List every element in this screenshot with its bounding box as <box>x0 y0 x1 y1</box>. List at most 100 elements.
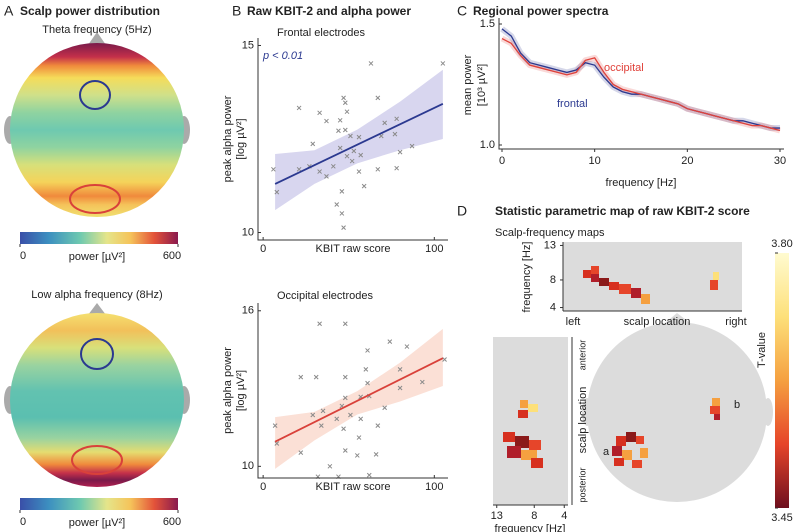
scatter-point <box>394 165 400 171</box>
y-axis-label: peak alpha power <box>222 95 234 182</box>
scatter-point <box>341 225 346 231</box>
scatter-point <box>334 416 340 422</box>
scatter-point <box>366 472 372 478</box>
y-axis-label: scalp location <box>577 387 589 454</box>
y-tick-label: 10 <box>242 226 254 238</box>
scatter-point <box>324 174 329 179</box>
x-tick-label: 0 <box>260 481 266 493</box>
scatter-point <box>349 158 355 164</box>
scatter-point <box>310 141 316 147</box>
scatter-point <box>373 452 379 457</box>
scatter-point <box>342 321 348 327</box>
scatter-point <box>334 202 340 207</box>
x-tick-label: 20 <box>681 155 693 167</box>
map-title: Theta frequency (5Hz) <box>42 24 151 36</box>
scatter-point <box>356 134 362 140</box>
topomap-alpha <box>4 303 190 510</box>
scatter-point <box>272 423 278 428</box>
x-end-label: right <box>725 316 746 328</box>
scatter-point <box>317 321 322 327</box>
scatter-point <box>344 153 350 159</box>
confidence-band <box>275 69 443 211</box>
scatter-point <box>409 143 415 149</box>
scatter-point <box>298 374 304 380</box>
x-tick-label: 100 <box>425 243 443 255</box>
fit-line <box>274 103 444 185</box>
y-axis-label: [log µV²] <box>235 118 247 159</box>
scatter-point <box>356 435 362 440</box>
spectrum-line <box>501 28 780 129</box>
scatter-point <box>348 133 353 139</box>
scatter-point <box>271 166 276 172</box>
scatter-point <box>392 131 398 137</box>
map-title: Low alpha frequency (8Hz) <box>31 289 162 301</box>
scatter-point <box>351 148 357 154</box>
scatter-point <box>342 395 348 401</box>
x-tick-label: 8 <box>531 510 537 522</box>
cluster-label: b <box>734 399 740 411</box>
scatter-point <box>363 367 369 372</box>
scatter-point <box>330 163 336 169</box>
scatter-point <box>356 169 362 174</box>
fit-line <box>274 357 444 443</box>
y-tick-label: 4 <box>550 301 556 313</box>
x-tick-label: 0 <box>499 155 505 167</box>
scatter-point <box>354 453 360 458</box>
colorbar-tick-label: 0 <box>20 516 26 528</box>
chart-title: Frontal electrodes <box>277 27 366 39</box>
scatter-point <box>440 61 446 66</box>
scatter-point <box>404 344 410 349</box>
scatter-point <box>397 149 403 155</box>
x-axis-label: scalp location <box>624 316 691 328</box>
y-tick-label: 13 <box>544 239 556 251</box>
confidence-band <box>500 35 781 134</box>
spectrum-line <box>501 37 781 132</box>
colorbar-tick-label: 0 <box>20 250 26 262</box>
colorbar-tick-label: 3.80 <box>771 238 792 250</box>
x-tick-label: 4 <box>561 510 567 522</box>
scatter-point <box>337 117 343 123</box>
panel-title: Statistic parametric map of raw KBIT-2 s… <box>495 204 750 218</box>
y-axis-label: [10³ µV²] <box>476 64 488 106</box>
confidence-band <box>500 26 780 132</box>
scatter-point <box>339 211 345 216</box>
y-tick-label: 1.0 <box>480 139 495 151</box>
axes <box>257 38 448 241</box>
scatter-point <box>313 374 319 380</box>
axes <box>498 18 784 150</box>
scatter-point <box>336 128 341 134</box>
axes <box>257 303 448 479</box>
x-tick-label: 10 <box>589 155 601 167</box>
scatter-point <box>342 100 348 106</box>
panel-title: Raw KBIT-2 and alpha power <box>247 4 411 18</box>
scatter-point <box>365 348 370 353</box>
scatter-point <box>358 152 364 158</box>
x-axis-label: KBIT raw score <box>316 243 391 255</box>
panel-letter: B <box>232 3 241 19</box>
scatter-point <box>318 423 324 428</box>
panel-title: Scalp power distribution <box>20 4 160 18</box>
scalp-map <box>582 253 789 508</box>
colorbar-label: power [µV²] <box>69 251 125 263</box>
scatter-point <box>274 189 280 195</box>
scatter-point <box>375 95 381 101</box>
scatter-point <box>296 105 302 111</box>
scatter-point <box>368 61 374 66</box>
scatter-point <box>296 166 302 172</box>
scatter-point <box>310 412 316 418</box>
x-axis-label: KBIT raw score <box>316 481 391 493</box>
scatter-point <box>382 120 388 126</box>
scatter-point <box>344 109 350 115</box>
scatter-point <box>342 374 348 380</box>
colorbar-tick-label: 600 <box>163 516 181 528</box>
scatter-point <box>327 463 333 469</box>
y-tick-label: 1.5 <box>480 18 495 30</box>
panel-letter: C <box>457 3 467 19</box>
annotation: p < 0.01 <box>262 50 303 62</box>
cluster-label: a <box>603 446 610 458</box>
scatter-point <box>419 379 425 385</box>
x-tick-label: 100 <box>425 481 443 493</box>
x-axis-label: frequency [Hz] <box>606 177 677 189</box>
panel-letter: D <box>457 203 467 219</box>
